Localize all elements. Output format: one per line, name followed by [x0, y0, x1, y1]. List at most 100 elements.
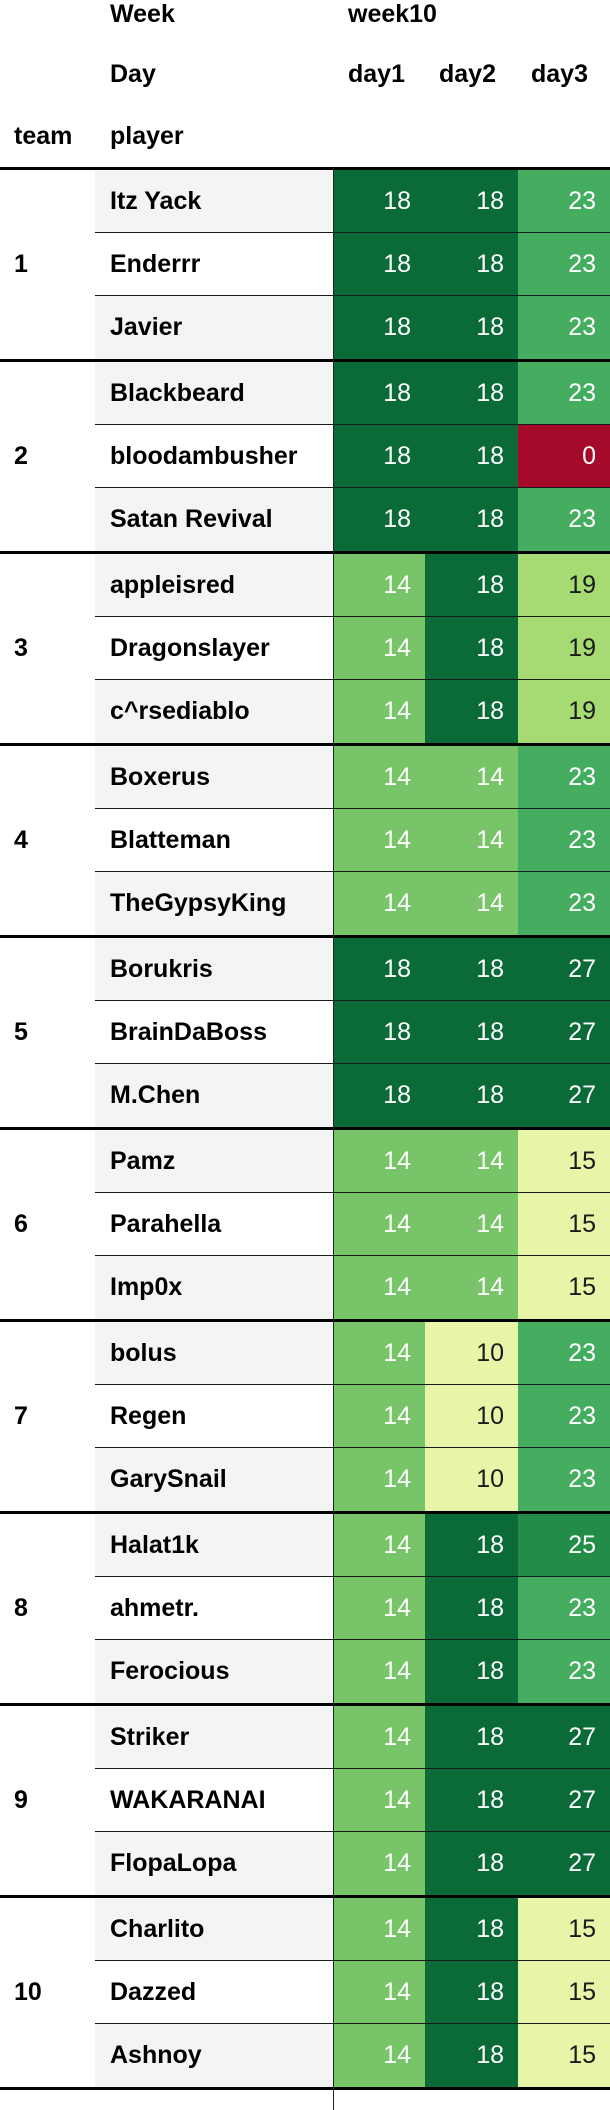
team-group: 5 Borukris 18 18 27 BrainDaBoss 18 18 27 M.Chen 18…	[0, 938, 610, 1130]
player-name: M.Chen	[110, 1081, 201, 1109]
score-cell-day3: 15	[518, 1961, 610, 2024]
score-cell-day2: 18	[425, 1001, 518, 1064]
score-cell-day1: 18	[333, 488, 425, 551]
score-cell-day1: 14	[333, 746, 425, 809]
day-2-header: day2	[439, 60, 496, 88]
player-row: appleisred 14 18 19	[95, 554, 610, 617]
player-cell	[95, 1514, 333, 1577]
team-number: 3	[14, 634, 28, 662]
score-cell-day3: 23	[518, 1322, 610, 1385]
player-row: GarySnail 14 10 23	[95, 1448, 610, 1511]
player-name: Ashnoy	[110, 2041, 202, 2069]
score-cell-day3: 23	[518, 488, 610, 551]
score-cell-day1: 14	[333, 1898, 425, 1961]
score-cell-day2: 18	[425, 1640, 518, 1703]
player-row: Javier 18 18 23	[95, 296, 610, 359]
player-cell	[95, 680, 333, 743]
team-group: 1 Itz Yack 18 18 23 Enderrr 18 18 23 Javier 18 18 23	[0, 167, 610, 362]
player-cell	[95, 1256, 333, 1319]
score-cell-day1: 18	[333, 170, 425, 233]
score-cell-day2: 18	[425, 1898, 518, 1961]
score-cell-day3: 23	[518, 362, 610, 425]
player-row: Striker 14 18 27	[95, 1706, 610, 1769]
score-cell-day1: 14	[333, 2024, 425, 2087]
row-divider	[95, 2023, 610, 2024]
player-row: Satan Revival 18 18 23	[95, 488, 610, 551]
week-value: week10	[348, 0, 437, 28]
player-name: Blackbeard	[110, 379, 245, 407]
player-row: Charlito 14 18 15	[95, 1898, 610, 1961]
day-3-header: day3	[531, 60, 588, 88]
score-cell-day3: 15	[518, 1130, 610, 1193]
player-cell	[95, 1898, 333, 1961]
score-cell-day2: 18	[425, 1706, 518, 1769]
player-name: Pamz	[110, 1147, 176, 1175]
score-cell-day1: 18	[333, 233, 425, 296]
team-group: 7 bolus 14 10 23 Regen 14 10 23 GarySnail 14 10 23	[0, 1322, 610, 1514]
score-cell-day3: 27	[518, 1001, 610, 1064]
row-divider	[95, 1192, 610, 1193]
score-cell-day1: 14	[333, 872, 425, 935]
day-1-header: day1	[348, 60, 405, 88]
score-cell-day2: 14	[425, 872, 518, 935]
score-cell-day1: 14	[333, 617, 425, 680]
player-row: Ashnoy 14 18 15	[95, 2024, 610, 2087]
player-name: Dragonslayer	[110, 634, 270, 662]
player-name: appleisred	[110, 571, 236, 599]
player-name: c^rsediablo	[110, 697, 250, 725]
score-cell-day3: 23	[518, 1577, 610, 1640]
score-cell-day1: 18	[333, 425, 425, 488]
team-group: 10 Charlito 14 18 15 Dazzed 14 18 15 Ashnoy 14 18 15	[0, 1898, 610, 2090]
score-cell-day3: 0	[518, 425, 610, 488]
player-name: Parahella	[110, 1210, 222, 1238]
player-name: Enderrr	[110, 250, 201, 278]
score-cell-day1: 14	[333, 1961, 425, 2024]
score-cell-day2: 18	[425, 233, 518, 296]
score-cell-day3: 27	[518, 1832, 610, 1895]
player-name: GarySnail	[110, 1465, 227, 1493]
score-cell-day3: 25	[518, 1514, 610, 1577]
team-group: 2 Blackbeard 18 18 23 bloodambusher 18 18 0 Satan…	[0, 362, 610, 554]
player-name: Striker	[110, 1723, 190, 1751]
player-row: bloodambusher 18 18 0	[95, 425, 610, 488]
score-cell-day2: 18	[425, 938, 518, 1001]
score-cell-day2: 14	[425, 746, 518, 809]
player-cell	[95, 938, 333, 1001]
player-row: Dragonslayer 14 18 19	[95, 617, 610, 680]
player-name: Borukris	[110, 955, 213, 983]
score-cell-day2: 18	[425, 170, 518, 233]
player-name: BrainDaBoss	[110, 1018, 267, 1046]
row-divider	[95, 1447, 610, 1448]
score-cell-day1: 18	[333, 1001, 425, 1064]
score-cell-day3: 23	[518, 1640, 610, 1703]
score-cell-day2: 18	[425, 2024, 518, 2087]
player-cell	[95, 1448, 333, 1511]
player-name: FlopaLopa	[110, 1849, 237, 1877]
score-cell-day1: 14	[333, 680, 425, 743]
score-cell-day1: 18	[333, 296, 425, 359]
week-label: Week	[110, 0, 175, 28]
day-label: Day	[110, 60, 156, 88]
player-cell	[95, 746, 333, 809]
score-cell-day2: 14	[425, 809, 518, 872]
score-cell-day3: 23	[518, 809, 610, 872]
player-row: Halat1k 14 18 25	[95, 1514, 610, 1577]
score-cell-day3: 27	[518, 1064, 610, 1127]
score-cell-day2: 18	[425, 296, 518, 359]
row-divider	[95, 424, 610, 425]
player-row: FlopaLopa 14 18 27	[95, 1832, 610, 1895]
row-divider	[95, 1639, 610, 1640]
team-number: 8	[14, 1594, 28, 1622]
player-name: Imp0x	[110, 1273, 183, 1301]
row-divider	[95, 871, 610, 872]
team-number: 5	[14, 1018, 28, 1046]
score-cell-day3: 23	[518, 1385, 610, 1448]
player-name: Charlito	[110, 1915, 205, 1943]
player-row: ahmetr. 14 18 23	[95, 1577, 610, 1640]
player-name: TheGypsyKing	[110, 889, 287, 917]
player-cell	[95, 1322, 333, 1385]
player-row: BrainDaBoss 18 18 27	[95, 1001, 610, 1064]
row-divider	[95, 616, 610, 617]
player-row: Itz Yack 18 18 23	[95, 170, 610, 233]
score-cell-day2: 18	[425, 1064, 518, 1127]
